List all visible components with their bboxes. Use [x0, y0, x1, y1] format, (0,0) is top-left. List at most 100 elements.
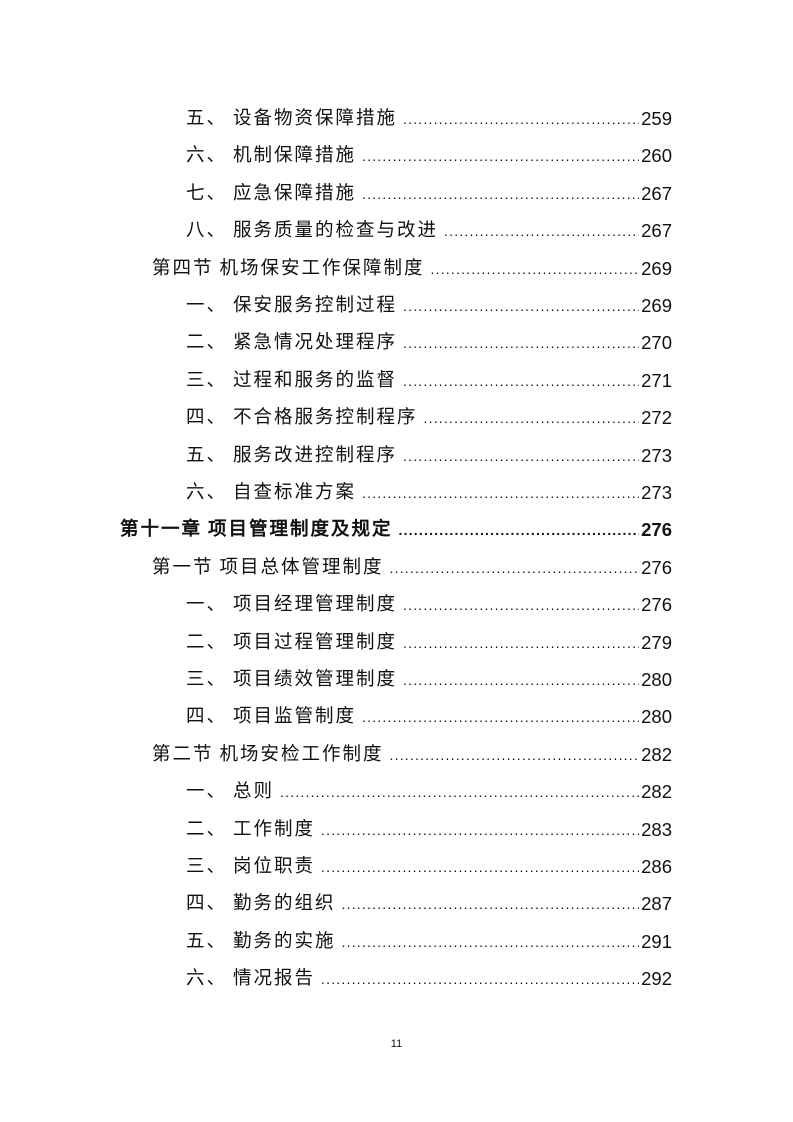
toc-entry-title: 项目经理管理制度	[233, 594, 398, 616]
toc-entry-title: 项目总体管理制度	[219, 556, 384, 578]
toc-entry-title: 紧急情况处理程序	[233, 332, 398, 354]
dot-leader	[390, 740, 640, 770]
toc-entry-title: 自查标准方案	[233, 482, 357, 503]
dot-leader	[403, 366, 639, 396]
toc-entry-title: 不合格服务控制程序	[233, 407, 418, 429]
dot-leader	[403, 104, 639, 134]
toc-entry-page: 259	[641, 108, 672, 129]
toc-entry-prefix: 六、	[186, 968, 228, 990]
toc-entry-prefix: 一、	[186, 594, 228, 616]
toc-entry[interactable]: 一、保安服务控制过程 269	[186, 291, 672, 321]
toc-entry-page: 270	[641, 332, 672, 354]
toc-entry-title: 保安服务控制过程	[233, 295, 398, 316]
toc-entry-title: 设备物资保障措施	[233, 108, 398, 129]
toc-entry-prefix: 四、	[186, 706, 228, 728]
toc-entry-page: 286	[641, 856, 672, 877]
toc-entry[interactable]: 五、勤务的实施 291	[186, 927, 672, 957]
dot-leader	[362, 478, 639, 508]
toc-entry-prefix: 五、	[186, 108, 228, 129]
toc-entry-page: 269	[641, 295, 672, 316]
toc-entry-prefix: 四、	[186, 407, 228, 429]
toc-entry-prefix: 二、	[186, 332, 228, 354]
dot-leader	[431, 254, 640, 284]
toc-entry[interactable]: 二、项目过程管理制度 279	[186, 628, 672, 658]
toc-entry[interactable]: 四、不合格服务控制程序 272	[186, 403, 672, 433]
toc-entry-title: 应急保障措施	[233, 182, 357, 204]
toc-entry-title: 服务质量的检查与改进	[233, 220, 439, 242]
toc-entry-title: 岗位职责	[233, 856, 316, 877]
toc-entry-page: 260	[641, 145, 672, 167]
toc-entry[interactable]: 三、岗位职责 286	[186, 852, 672, 882]
toc-entry[interactable]: 三、过程和服务的监督 271	[186, 366, 672, 396]
toc-entry-title: 情况报告	[233, 968, 316, 990]
toc-entry-prefix: 二、	[186, 631, 228, 653]
dot-leader	[424, 403, 640, 433]
toc-entry-page: 276	[641, 519, 672, 541]
toc-entry-title: 项目管理制度及规定	[208, 519, 393, 541]
toc-entry-title: 项目监管制度	[233, 706, 357, 728]
toc-entry-page: 287	[641, 893, 672, 915]
toc-entry[interactable]: 八、服务质量的检查与改进 267	[186, 216, 672, 246]
toc-entry-page: 282	[641, 743, 672, 765]
toc-entry-title: 机制保障措施	[233, 145, 357, 167]
toc-entry[interactable]: 六、自查标准方案 273	[186, 478, 672, 508]
dot-leader	[342, 927, 640, 957]
toc-entry-page: 291	[641, 930, 672, 952]
toc-entry-page: 280	[641, 706, 672, 728]
toc-entry[interactable]: 一、项目经理管理制度 276	[186, 590, 672, 620]
toc-entry-page: 282	[641, 781, 672, 803]
toc-entry-prefix: 八、	[186, 220, 228, 242]
toc-entry-prefix: 七、	[186, 182, 228, 204]
toc-entry[interactable]: 三、项目绩效管理制度 280	[186, 665, 672, 695]
dot-leader	[321, 852, 639, 882]
toc-entry-prefix: 第十一章	[120, 519, 203, 541]
dot-leader	[403, 590, 639, 620]
toc-entry-prefix: 四、	[186, 893, 228, 915]
toc-entry-prefix: 第二节	[152, 743, 214, 765]
toc-entry-page: 273	[641, 482, 672, 503]
toc-entry[interactable]: 二、工作制度 283	[186, 815, 672, 845]
toc-entry-page: 276	[641, 556, 672, 578]
toc-entry[interactable]: 二、紧急情况处理程序 270	[186, 328, 672, 358]
toc-entry-title: 项目绩效管理制度	[233, 669, 398, 690]
toc-entry[interactable]: 四、项目监管制度 280	[186, 702, 672, 732]
toc-entry-prefix: 六、	[186, 145, 228, 167]
toc-entry-title: 项目过程管理制度	[233, 631, 398, 653]
toc-entry-page: 267	[641, 182, 672, 204]
toc-entry-page: 279	[641, 631, 672, 653]
toc-entry-page: 292	[641, 968, 672, 990]
toc-entry[interactable]: 一、总则 282	[186, 777, 672, 807]
toc-entry-page: 276	[641, 594, 672, 616]
toc-entry-page: 273	[641, 444, 672, 466]
toc-entry-prefix: 一、	[186, 295, 228, 316]
toc-entry-prefix: 第四节	[152, 257, 214, 279]
toc-entry-title: 工作制度	[233, 818, 316, 840]
toc-entry[interactable]: 五、设备物资保障措施 259	[186, 104, 672, 134]
dot-leader	[403, 441, 639, 471]
dot-leader	[362, 702, 639, 732]
dot-leader	[444, 216, 639, 246]
dot-leader	[362, 179, 639, 209]
toc-entry-page: 267	[641, 220, 672, 242]
dot-leader	[321, 964, 639, 994]
toc-entry[interactable]: 五、服务改进控制程序 273	[186, 441, 672, 471]
dot-leader	[362, 141, 639, 171]
dot-leader	[403, 665, 639, 695]
toc-entry-title: 机场安检工作制度	[219, 743, 384, 765]
toc-entry-prefix: 五、	[186, 930, 228, 952]
toc-entry[interactable]: 六、机制保障措施 260	[186, 141, 672, 171]
toc-entry[interactable]: 六、情况报告 292	[186, 964, 672, 994]
toc-entry[interactable]: 四、勤务的组织 287	[186, 889, 672, 919]
toc-entry-prefix: 一、	[186, 781, 228, 803]
page-number: 11	[390, 1038, 403, 1050]
toc-entry-page: 283	[641, 818, 672, 840]
toc-entry-page: 280	[641, 669, 672, 690]
toc-entry-prefix: 第一节	[152, 556, 214, 578]
toc-entry-title: 总则	[233, 781, 275, 803]
toc-entry[interactable]: 七、应急保障措施 267	[186, 179, 672, 209]
toc-entry-title: 勤务的实施	[233, 930, 336, 952]
